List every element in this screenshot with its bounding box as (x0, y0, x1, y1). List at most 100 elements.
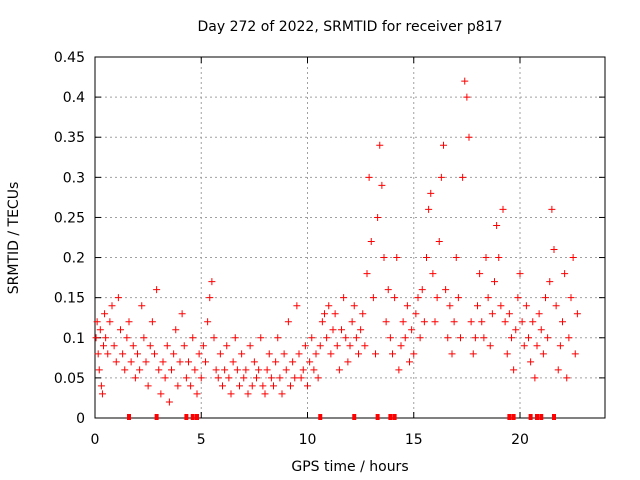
data-point-plus (548, 205, 556, 213)
data-point-plus (338, 326, 345, 334)
data-point-plus (327, 350, 335, 358)
data-point-plus (284, 318, 292, 326)
data-point-plus (389, 350, 396, 358)
data-point-plus (335, 366, 343, 374)
data-point-plus (376, 141, 384, 149)
x-tick-label: 20 (511, 432, 529, 448)
data-point-plus (136, 366, 144, 374)
data-point-plus (301, 342, 309, 350)
data-point-plus (503, 350, 511, 358)
data-point-plus (461, 77, 469, 85)
data-point-plus (567, 294, 575, 302)
data-point-plus (359, 310, 367, 318)
data-point-plus (255, 366, 263, 374)
data-point-plus (134, 350, 141, 358)
data-point-plus (565, 334, 573, 342)
data-point-plus (465, 133, 473, 141)
data-point-plus (554, 366, 562, 374)
data-point-plus (153, 286, 161, 294)
data-point-plus (325, 302, 333, 310)
data-point-plus (491, 278, 498, 286)
data-point-plus (142, 358, 150, 366)
data-point-plus (342, 334, 350, 342)
data-point-plus (304, 382, 311, 390)
data-point-plus (382, 318, 390, 326)
data-point-plus (416, 334, 424, 342)
data-point-plus (380, 254, 388, 262)
data-point-plus (174, 382, 182, 390)
data-point-plus (329, 326, 337, 334)
data-point-plus (333, 342, 341, 350)
data-point-plus (199, 342, 207, 350)
data-point-plus (180, 342, 188, 350)
data-point-plus (114, 294, 122, 302)
data-point-plus (202, 358, 209, 366)
data-point-plus (187, 382, 195, 390)
data-point-plus (378, 181, 386, 189)
data-point-plus (106, 318, 114, 326)
data-point-plus (261, 390, 269, 398)
data-point-plus (384, 286, 392, 294)
data-point-plus (272, 358, 280, 366)
data-point-plus (163, 342, 171, 350)
y-axis-label: SRMTID / TECUs (6, 182, 22, 295)
data-point-plus (267, 374, 275, 382)
data-point-plus (363, 270, 371, 278)
data-point-plus (374, 213, 382, 221)
x-tick-label: 5 (197, 432, 206, 448)
data-point-plus (514, 294, 522, 302)
data-point-plus (295, 350, 303, 358)
data-point-plus (140, 334, 148, 342)
data-point-plus (386, 334, 394, 342)
y-tick-label: 0.45 (54, 50, 85, 66)
data-point-plus (242, 366, 250, 374)
data-point-plus (223, 342, 231, 350)
y-tick-label: 0.4 (63, 90, 85, 106)
data-point-plus (459, 173, 467, 181)
data-point-plus (454, 294, 462, 302)
data-point-plus (501, 318, 509, 326)
data-point-plus (208, 278, 216, 286)
data-point-plus (104, 350, 112, 358)
data-point-plus (516, 270, 524, 278)
data-point-plus (423, 254, 430, 262)
data-point-plus (450, 318, 458, 326)
data-point-plus (452, 254, 460, 262)
data-point-plus (97, 382, 105, 390)
data-point-plus (437, 173, 445, 181)
data-point-plus (197, 374, 205, 382)
data-point-plus (157, 390, 165, 398)
data-point-plus (297, 374, 305, 382)
data-point-plus (457, 334, 464, 342)
data-point-plus (350, 302, 358, 310)
data-point-plus (525, 334, 532, 342)
data-point-plus (518, 318, 526, 326)
data-point-plus (397, 342, 405, 350)
data-point-plus (484, 294, 492, 302)
data-point-plus (165, 398, 173, 406)
data-point-plus (478, 318, 486, 326)
data-point-plus (552, 302, 560, 310)
x-tick-label: 10 (299, 432, 317, 448)
baseline-mark (352, 414, 357, 420)
data-point-plus (414, 294, 422, 302)
axes: 0 0.05 0.1 0.15 0.2 0.25 0.3 0.35 0.4 0.45 0 5 10 15 2… (54, 50, 605, 448)
data-point-plus (210, 334, 218, 342)
data-point-plus (191, 366, 199, 374)
data-point-plus (550, 246, 558, 254)
data-point-plus (93, 318, 101, 326)
data-point-plus (125, 318, 133, 326)
data-point-plus (355, 350, 362, 358)
data-point-plus (148, 318, 156, 326)
data-point-plus (306, 358, 314, 366)
x-tick-label: 15 (405, 432, 423, 448)
data-point-plus (556, 342, 564, 350)
data-point-plus (229, 358, 237, 366)
data-point-plus (531, 374, 539, 382)
data-point-plus (569, 254, 577, 262)
data-point-plus (573, 310, 581, 318)
data-point-plus (408, 326, 416, 334)
data-point-plus (340, 294, 348, 302)
data-point-plus (172, 326, 180, 334)
data-point-plus (248, 382, 256, 390)
